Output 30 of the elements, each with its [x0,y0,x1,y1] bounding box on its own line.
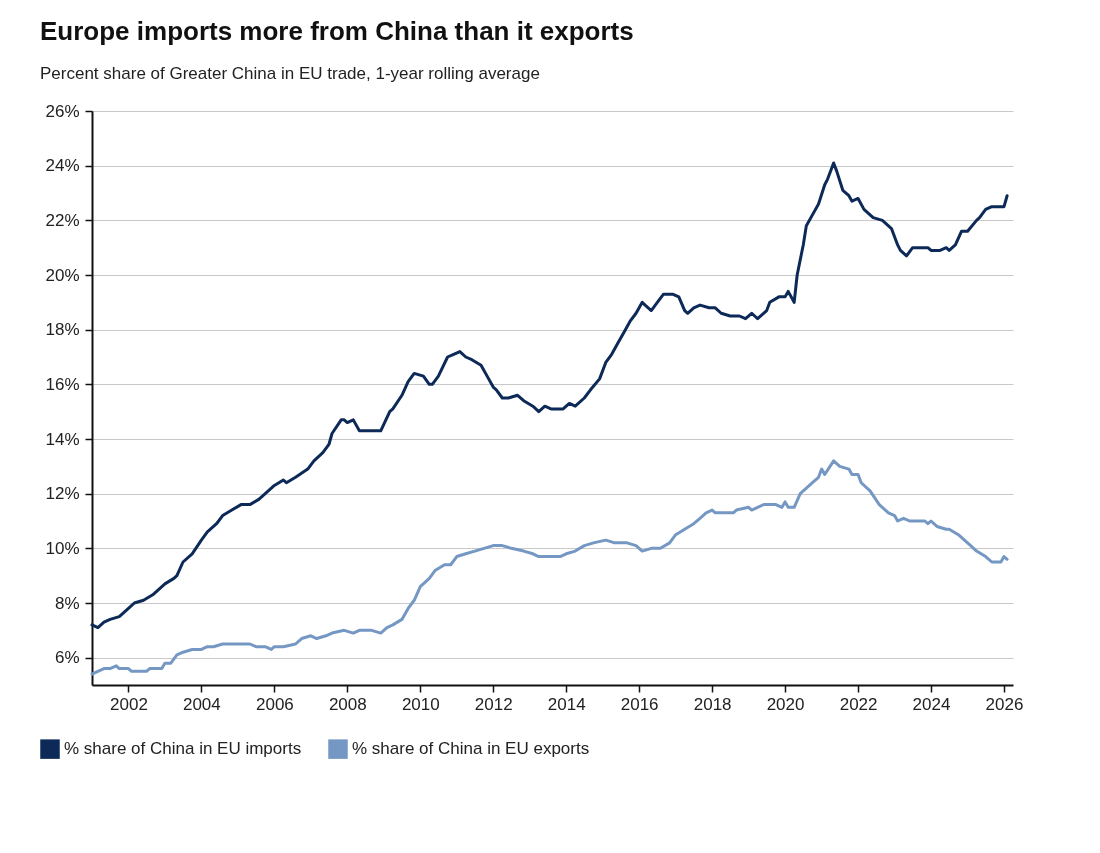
x-tick-label: 2024 [912,694,951,714]
y-tick-label: 20% [45,265,80,285]
y-tick-label: 18% [45,320,80,340]
y-tick-label: 24% [45,156,80,176]
x-tick-label: 2022 [839,694,878,714]
x-tick-label: 2012 [474,694,513,714]
x-tick-label: 2014 [547,694,586,714]
x-tick-label: 2020 [766,694,805,714]
chart-title: Europe imports more from China than it exports [40,16,634,46]
x-tick-label: 2016 [620,694,659,714]
y-tick-label: 26% [45,101,80,121]
line-series [90,459,1009,676]
x-tick-label: 2018 [693,694,732,714]
x-tick-label: 2008 [328,694,367,714]
legend-label: % share of China in EU imports [64,739,302,759]
x-tick-label: 2006 [255,694,294,714]
x-tick-label: 2004 [182,694,221,714]
x-tick-label: 2026 [985,694,1024,714]
y-tick-label: 12% [45,484,80,504]
y-tick-label: 22% [45,210,80,230]
chart-subtitle: Percent share of Greater China in EU trade, 1-year rolling average [40,64,540,83]
y-tick-label: 6% [54,648,80,668]
y-tick-label: 14% [45,429,80,449]
legend-label: % share of China in EU exports [352,739,590,759]
y-tick-label: 10% [45,538,80,558]
line-series [90,161,1009,630]
y-tick-label: 8% [54,593,80,613]
x-tick-label: 2002 [110,694,148,714]
y-tick-label: 16% [45,374,80,394]
x-tick-label: 2010 [401,694,440,714]
